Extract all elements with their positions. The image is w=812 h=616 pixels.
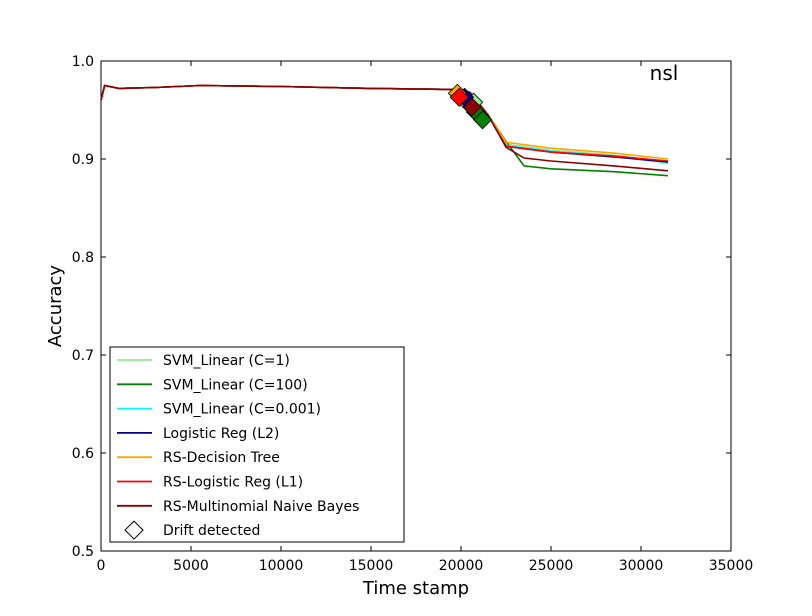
legend-label: RS-Logistic Reg (L1) bbox=[163, 475, 303, 491]
x-tick-label: 30000 bbox=[619, 558, 664, 574]
legend-label-drift: Drift detected bbox=[163, 523, 260, 539]
y-axis-label: Accuracy bbox=[45, 265, 66, 348]
y-tick-label: 0.9 bbox=[72, 152, 94, 168]
x-tick-label: 25000 bbox=[529, 558, 574, 574]
legend-label: SVM_Linear (C=1) bbox=[163, 353, 290, 369]
series-line bbox=[100, 84, 669, 162]
series-line bbox=[100, 84, 669, 160]
drift-marker bbox=[473, 110, 493, 130]
legend-label: SVM_Linear (C=0.001) bbox=[163, 402, 321, 418]
drift-marker bbox=[449, 87, 469, 107]
legend-box bbox=[109, 346, 405, 543]
x-axis-label: Time stamp bbox=[362, 578, 469, 599]
x-tick-label: 20000 bbox=[439, 558, 484, 574]
plot-area-frame bbox=[100, 60, 732, 552]
legend-label: RS-Decision Tree bbox=[163, 450, 280, 466]
y-tick-label: 0.6 bbox=[72, 446, 94, 462]
legend-label: SVM_Linear (C=100) bbox=[163, 377, 308, 393]
y-tick-label: 0.7 bbox=[72, 348, 94, 364]
x-tick-label: 0 bbox=[97, 558, 106, 574]
x-tick-label: 5000 bbox=[173, 558, 209, 574]
series-line bbox=[100, 84, 669, 172]
legend-label: Logistic Reg (L2) bbox=[163, 426, 279, 442]
y-tick-label: 0.5 bbox=[72, 544, 94, 560]
legend-label: RS-Multinomial Naive Bayes bbox=[163, 499, 359, 515]
y-tick-label: 0.8 bbox=[72, 250, 94, 266]
drift-marker bbox=[462, 97, 482, 117]
x-tick-label: 10000 bbox=[259, 558, 304, 574]
series-line bbox=[100, 84, 669, 177]
x-tick-label: 35000 bbox=[709, 558, 754, 574]
chart-title: nsl bbox=[650, 61, 679, 85]
legend-drift-diamond bbox=[124, 520, 144, 540]
y-tick-label: 1.0 bbox=[72, 54, 94, 70]
x-tick-label: 15000 bbox=[349, 558, 394, 574]
